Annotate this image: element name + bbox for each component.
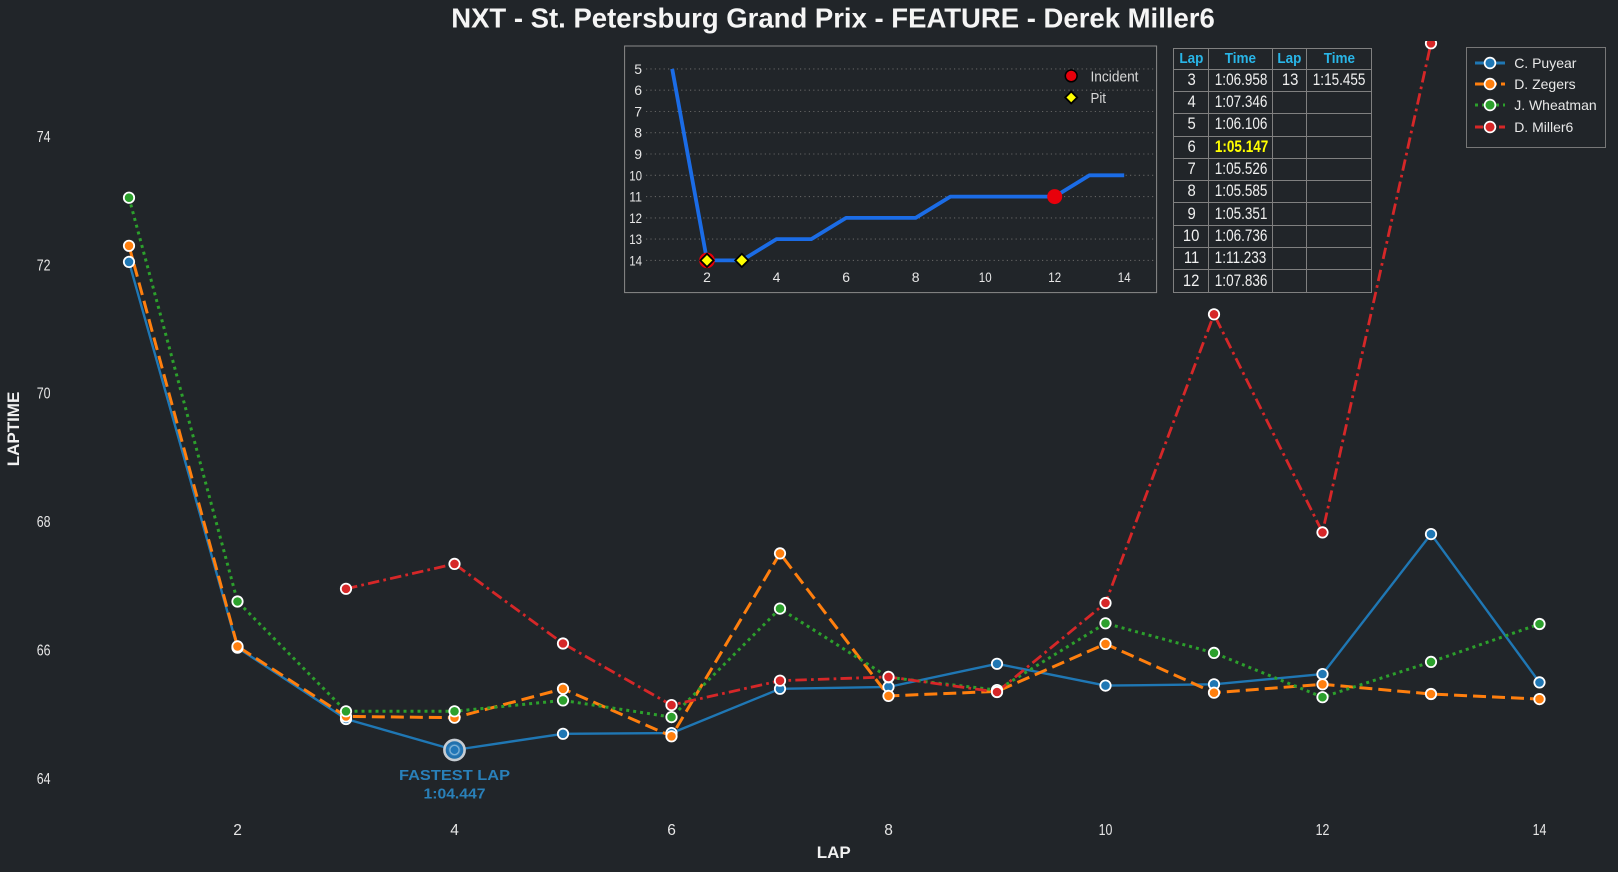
svg-text:2: 2 (233, 822, 242, 839)
svg-text:74: 74 (37, 129, 51, 146)
svg-text:70: 70 (37, 386, 51, 403)
svg-text:LAPTIME: LAPTIME (4, 392, 23, 467)
svg-text:72: 72 (37, 257, 51, 274)
svg-text:11: 11 (629, 189, 642, 205)
svg-text:64: 64 (37, 771, 51, 788)
svg-text:Pit: Pit (1091, 90, 1107, 107)
svg-text:9: 9 (634, 146, 642, 162)
svg-text:14: 14 (1533, 822, 1547, 839)
svg-text:Incident: Incident (1091, 68, 1140, 85)
svg-text:14: 14 (629, 252, 642, 268)
svg-text:12: 12 (629, 210, 642, 226)
svg-text:4: 4 (450, 822, 459, 839)
svg-text:2: 2 (703, 269, 711, 285)
svg-text:LAP: LAP (817, 843, 851, 862)
svg-text:FASTEST LAP: FASTEST LAP (399, 768, 510, 784)
svg-text:68: 68 (37, 514, 51, 531)
svg-text:6: 6 (842, 269, 850, 285)
svg-text:10: 10 (629, 167, 642, 183)
svg-text:10: 10 (1099, 822, 1113, 839)
svg-text:8: 8 (912, 269, 920, 285)
svg-text:6: 6 (667, 822, 676, 839)
svg-text:13: 13 (629, 231, 642, 247)
svg-text:12: 12 (1316, 822, 1330, 839)
svg-text:12: 12 (1048, 269, 1061, 285)
svg-text:10: 10 (979, 269, 992, 285)
svg-text:8: 8 (634, 125, 642, 141)
svg-text:1:04.447: 1:04.447 (424, 787, 486, 803)
svg-text:4: 4 (773, 269, 781, 285)
svg-text:7: 7 (634, 104, 642, 120)
svg-text:66: 66 (37, 643, 51, 660)
svg-text:14: 14 (1118, 269, 1131, 285)
svg-text:6: 6 (634, 82, 642, 98)
svg-text:5: 5 (634, 61, 642, 77)
svg-text:NXT - St. Petersburg Grand Pri: NXT - St. Petersburg Grand Prix - FEATUR… (451, 3, 1215, 34)
svg-text:8: 8 (884, 822, 893, 839)
